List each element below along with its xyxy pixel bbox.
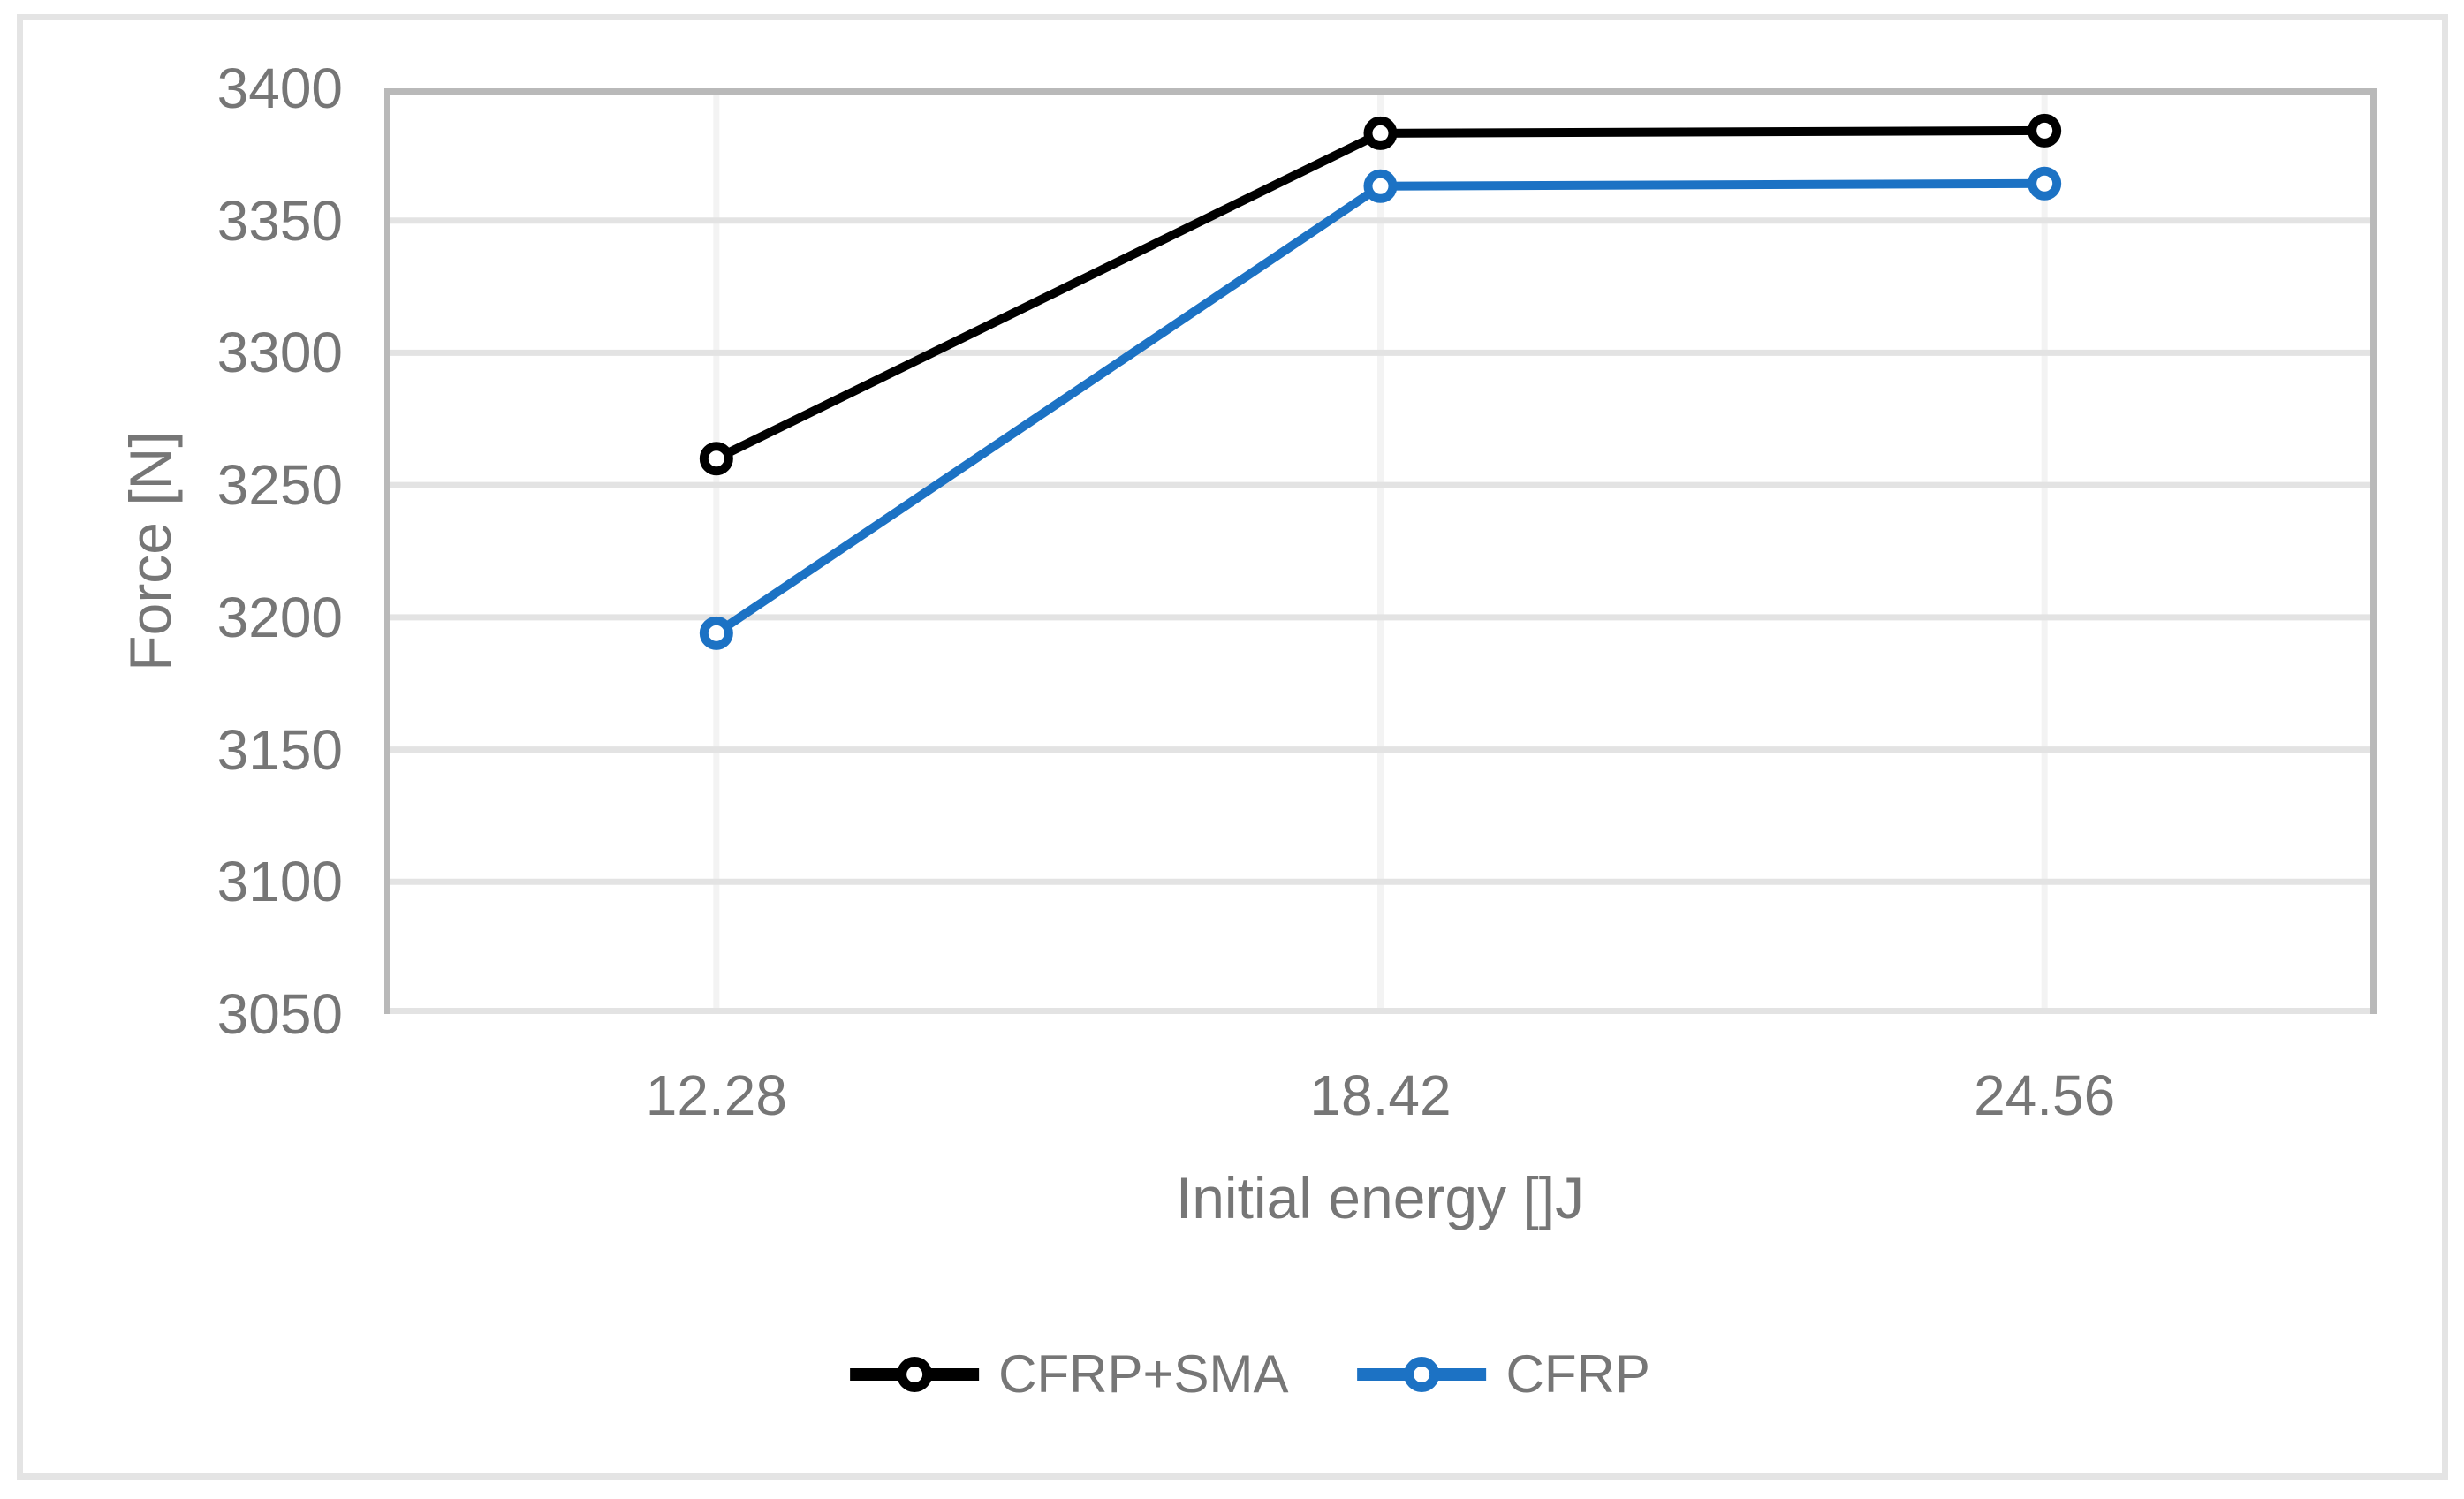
legend-marker-icon (897, 1357, 933, 1392)
plot-area (384, 88, 2377, 1014)
y-tick-label: 3050 (216, 982, 343, 1046)
legend: CFRP+SMA CFRP (850, 1348, 1650, 1401)
legend-marker-icon (1404, 1357, 1440, 1392)
x-tick-label: 12.28 (645, 1064, 787, 1127)
y-tick-label: 3100 (216, 850, 343, 914)
legend-line-marker-icon (1357, 1357, 1487, 1392)
y-tick-label: 3350 (216, 188, 343, 253)
data-point-marker-0 (699, 442, 733, 476)
data-point-marker-1 (1363, 169, 1398, 203)
y-tick-label: 3250 (216, 453, 343, 518)
legend-item-1: CFRP (1357, 1344, 1650, 1404)
data-point-marker-0 (2028, 113, 2062, 148)
x-tick-label: 24.56 (1974, 1064, 2116, 1127)
data-point-marker-1 (2028, 166, 2062, 201)
y-tick-label: 3150 (216, 717, 343, 782)
legend-label: CFRP (1505, 1344, 1650, 1404)
x-axis-title: Initial energy []J (1175, 1165, 1585, 1230)
legend-line-marker-icon (850, 1357, 980, 1392)
data-point-marker-1 (699, 616, 733, 650)
data-point-marker-0 (1363, 116, 1398, 150)
legend-item-0: CFRP+SMA (850, 1344, 1289, 1404)
legend-label: CFRP+SMA (998, 1344, 1289, 1404)
y-tick-label: 3400 (216, 57, 343, 120)
plot-border (384, 88, 2377, 1014)
x-tick-label: 18.42 (1309, 1064, 1452, 1127)
y-tick-label: 3300 (216, 321, 343, 385)
y-tick-label: 3200 (216, 585, 343, 649)
